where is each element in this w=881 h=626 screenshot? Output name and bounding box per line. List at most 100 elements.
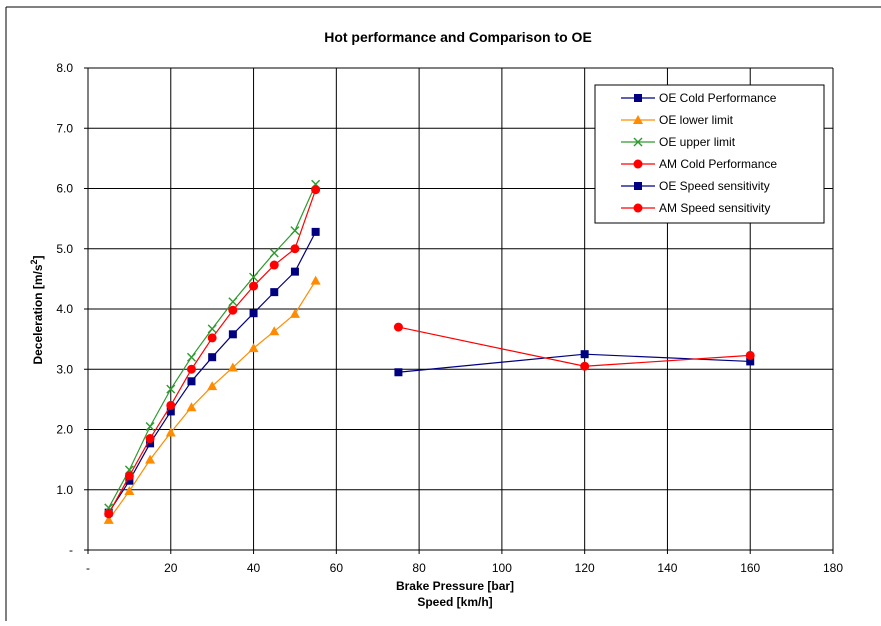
data-point-1-0 — [103, 514, 114, 524]
x-tick-label-2: 40 — [247, 561, 261, 575]
legend-label-3: AM Cold Performance — [659, 157, 777, 171]
legend-label-0: OE Cold Performance — [659, 91, 777, 105]
data-point-2-9 — [290, 226, 300, 236]
data-point-0-7 — [249, 309, 258, 318]
legend-swatch-marker-5 — [633, 203, 643, 213]
data-point-2-6 — [228, 297, 238, 307]
x-tick-label-9: 180 — [823, 561, 843, 575]
data-point-1-5 — [207, 381, 218, 391]
data-point-5-2 — [745, 350, 755, 360]
data-point-3-8 — [269, 260, 279, 270]
y-tick-label-8: 8.0 — [56, 61, 73, 75]
chart-title: Hot performance and Comparison to OE — [324, 29, 592, 45]
data-point-3-7 — [249, 281, 259, 291]
data-point-0-1 — [125, 476, 134, 485]
legend: OE Cold Performance OE lower limit OE uppe… — [594, 84, 825, 224]
x-tick-labels: - 20 40 60 80 100 120 140 160 180 — [86, 561, 843, 575]
y-tick-label-7: 7.0 — [56, 121, 73, 135]
data-point-1-7 — [248, 343, 259, 353]
data-point-0-2 — [146, 439, 155, 448]
legend-entry-3: AM Cold Performance — [621, 157, 777, 171]
data-point-5-0 — [393, 322, 403, 332]
data-point-4-0 — [394, 368, 403, 377]
series-layer — [103, 179, 755, 524]
series-1 — [103, 275, 321, 524]
x-tick-label-0: - — [86, 561, 90, 575]
data-point-2-2 — [145, 421, 155, 431]
data-point-3-2 — [145, 434, 155, 444]
y-tick-labels: - 1.0 2.0 3.0 4.0 5.0 6.0 7.0 8.0 — [56, 61, 73, 557]
x-tick-label-4: 80 — [412, 561, 426, 575]
data-point-3-9 — [290, 244, 300, 254]
data-point-0-6 — [228, 330, 237, 339]
data-point-1-3 — [165, 427, 176, 437]
data-point-1-8 — [269, 326, 280, 336]
y-axis-title: Deceleration [m/s2] — [29, 255, 45, 364]
x-axis-title: Brake Pressure [bar] — [396, 579, 514, 593]
series-2 — [104, 179, 321, 513]
x-tick-label-1: 20 — [164, 561, 178, 575]
data-point-0-9 — [290, 267, 299, 276]
x-tick-label-6: 120 — [575, 561, 595, 575]
legend-swatch-marker-3 — [633, 159, 643, 169]
data-point-1-6 — [227, 362, 238, 372]
legend-swatch-marker-2 — [633, 137, 643, 147]
data-point-4-2 — [746, 357, 755, 366]
legend-entry-0: OE Cold Performance — [621, 91, 777, 105]
data-point-3-1 — [124, 471, 134, 481]
series-5 — [393, 322, 755, 371]
y-tick-label-6: 6.0 — [56, 182, 73, 196]
legend-swatch-marker-1 — [633, 115, 643, 124]
data-point-1-10 — [310, 275, 321, 285]
data-point-3-0 — [104, 509, 114, 519]
data-point-3-10 — [311, 185, 321, 195]
y-tick-label-1: 1.0 — [56, 483, 73, 497]
legend-entry-1: OE lower limit — [621, 113, 734, 127]
legend-box — [594, 84, 825, 224]
data-point-0-10 — [311, 227, 320, 236]
y-tick-label-2: 2.0 — [56, 423, 73, 437]
legend-label-4: OE Speed sensitivity — [659, 179, 770, 193]
x-tick-label-7: 140 — [657, 561, 677, 575]
data-point-0-8 — [270, 288, 279, 297]
series-3 — [104, 185, 321, 519]
y-axis-title-main: Deceleration [m/s — [31, 264, 45, 364]
data-point-0-5 — [208, 353, 217, 362]
y-axis-title-superscript: 2 — [29, 259, 39, 264]
x-tick-label-5: 100 — [492, 561, 512, 575]
y-tick-label-0: - — [69, 543, 73, 557]
data-point-3-6 — [228, 305, 238, 315]
data-point-3-5 — [207, 333, 217, 343]
series-0 — [104, 227, 320, 517]
data-point-3-3 — [166, 400, 176, 410]
data-point-0-4 — [187, 377, 196, 386]
legend-entry-5: AM Speed sensitivity — [621, 201, 770, 215]
data-point-5-1 — [580, 361, 590, 371]
legend-label-5: AM Speed sensitivity — [659, 201, 770, 215]
data-point-2-3 — [166, 384, 176, 394]
grid — [87, 67, 834, 551]
y-tick-label-3: 3.0 — [56, 362, 73, 376]
legend-label-2: OE upper limit — [659, 135, 736, 149]
x-tick-label-3: 60 — [330, 561, 344, 575]
axes — [84, 67, 834, 554]
legend-label-1: OE lower limit — [659, 113, 734, 127]
legend-entry-2: OE upper limit — [621, 135, 736, 149]
y-axis-title-end: ] — [31, 255, 45, 259]
y-tick-label-5: 5.0 — [56, 242, 73, 256]
data-point-1-9 — [289, 308, 300, 318]
legend-swatch-marker-4 — [634, 182, 642, 190]
data-point-3-4 — [186, 364, 196, 374]
legend-entry-4: OE Speed sensitivity — [621, 179, 770, 193]
data-point-1-2 — [145, 454, 156, 464]
data-point-1-1 — [124, 485, 135, 495]
data-point-2-4 — [186, 352, 196, 362]
legend-swatch-marker-0 — [634, 94, 642, 102]
data-point-2-8 — [269, 248, 279, 258]
x-tick-label-8: 160 — [740, 561, 760, 575]
data-point-1-4 — [186, 402, 197, 412]
data-point-2-7 — [249, 272, 259, 282]
x-axis-title-secondary: Speed [km/h] — [417, 595, 492, 609]
